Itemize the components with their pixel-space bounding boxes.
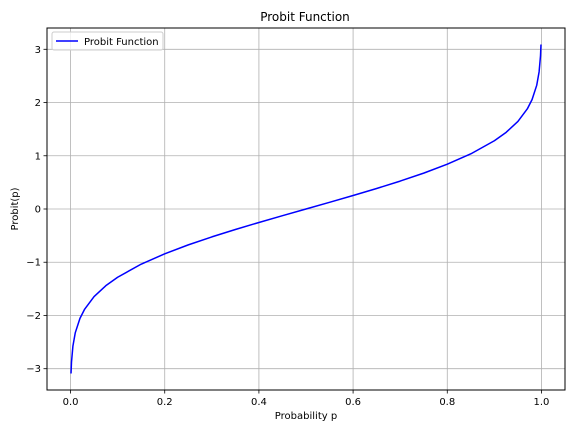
x-axis-label: Probability p xyxy=(275,411,337,422)
y-tick-label: −1 xyxy=(26,258,41,269)
ticks: 0.0 0.2 0.4 0.6 0.8 1.0 −3 −2 −1 0 1 2 3 xyxy=(26,45,549,408)
legend-box xyxy=(51,31,164,51)
y-axis-label: Probit(p) xyxy=(10,187,21,230)
x-tick-label: 1.0 xyxy=(534,397,550,408)
legend: Probit Function xyxy=(51,31,164,51)
chart-title: Probit Function xyxy=(260,10,350,24)
legend-label: Probit Function xyxy=(84,37,159,48)
x-tick-label: 0.0 xyxy=(63,397,79,408)
x-tick-label: 0.2 xyxy=(157,397,173,408)
y-tick-label: 3 xyxy=(35,45,41,56)
y-tick-label: −3 xyxy=(26,364,41,375)
y-tick-label: 0 xyxy=(35,205,41,216)
x-tick-label: 0.4 xyxy=(251,397,267,408)
y-tick-label: 2 xyxy=(35,98,41,109)
x-tick-label: 0.8 xyxy=(439,397,455,408)
series-line xyxy=(70,44,542,374)
grid xyxy=(47,28,565,390)
series-layer xyxy=(70,44,542,374)
y-tick-label: 1 xyxy=(35,151,41,162)
x-tick-label: 0.6 xyxy=(345,397,361,408)
y-tick-label: −2 xyxy=(26,311,41,322)
